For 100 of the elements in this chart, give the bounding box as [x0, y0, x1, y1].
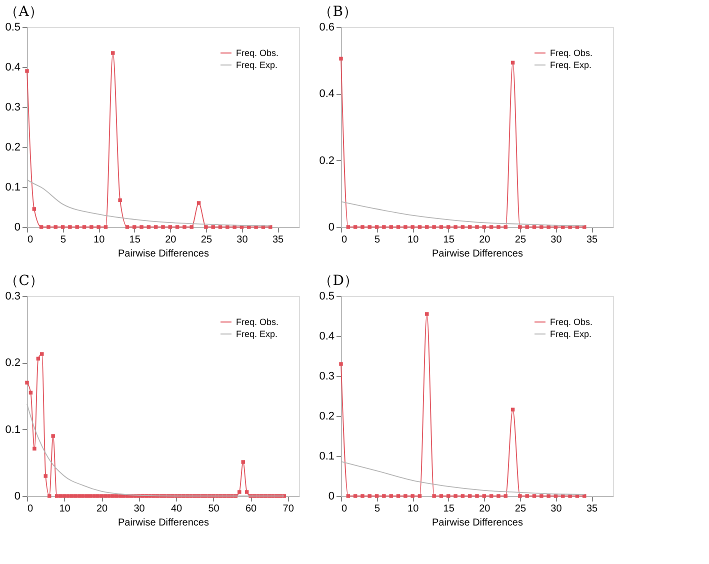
legend-label: Freq. Obs.	[550, 317, 593, 327]
y-tick-label: 0.6	[319, 22, 334, 34]
y-tick-label: 0.3	[319, 370, 334, 382]
point	[374, 225, 379, 229]
chart-title: （A）	[4, 4, 43, 20]
x-tick-label: 30	[236, 234, 248, 246]
point	[39, 225, 44, 229]
point	[425, 225, 429, 229]
point	[446, 225, 450, 229]
point	[161, 225, 165, 229]
x-tick-label: 40	[170, 504, 183, 514]
point	[368, 225, 372, 229]
point	[46, 225, 50, 229]
point	[104, 225, 108, 229]
point	[32, 207, 36, 211]
point	[482, 494, 486, 498]
point	[182, 225, 186, 229]
point	[140, 225, 144, 229]
point	[460, 494, 465, 498]
y-tick-label: 0.5	[319, 290, 334, 302]
point	[489, 494, 494, 498]
point	[439, 225, 444, 229]
point	[168, 225, 172, 229]
point	[75, 225, 79, 229]
point	[454, 225, 458, 229]
point	[175, 225, 180, 229]
x-tick-label: 10	[408, 234, 420, 246]
point	[125, 225, 130, 229]
point	[496, 494, 500, 498]
point	[482, 225, 486, 229]
point	[204, 225, 208, 229]
point	[82, 225, 86, 229]
y-tick-label: 0	[328, 490, 334, 502]
x-tick-label: 10	[59, 504, 71, 514]
point	[90, 225, 94, 229]
x-tick-label: 15	[129, 234, 141, 246]
point	[475, 494, 479, 498]
y-tick-label: 0.4	[5, 62, 20, 74]
point	[60, 225, 65, 229]
point	[68, 225, 72, 229]
legend-label: Freq. Exp.	[550, 329, 592, 339]
point	[218, 225, 222, 229]
y-tick-label: 0.3	[5, 290, 20, 302]
x-tick-label: 5	[60, 234, 67, 246]
point	[518, 225, 522, 229]
point	[353, 494, 358, 498]
point	[504, 494, 508, 498]
point	[368, 494, 372, 498]
point	[496, 225, 500, 229]
point	[404, 494, 408, 498]
point	[504, 225, 508, 229]
x-tick-label: 0	[342, 504, 348, 514]
point	[360, 494, 364, 498]
x-tick-label: 25	[514, 234, 526, 246]
point	[339, 56, 343, 61]
x-tick-label: 5	[374, 234, 381, 246]
legend-label: Freq. Obs.	[236, 317, 279, 327]
point	[418, 494, 422, 498]
point	[118, 198, 122, 202]
y-tick-label: 0.1	[5, 182, 20, 194]
point	[389, 225, 393, 229]
point	[146, 225, 151, 229]
point	[546, 494, 550, 498]
y-tick-label: 0.3	[5, 102, 20, 114]
point	[475, 225, 479, 229]
x-tick-label: 70	[282, 504, 294, 514]
legend-label: Freq. Obs.	[550, 48, 593, 58]
x-tick-label: 20	[479, 234, 491, 246]
point	[396, 494, 400, 498]
point	[432, 225, 436, 229]
y-tick-label: 0.2	[319, 154, 334, 167]
y-tick-label: 0.2	[5, 142, 20, 154]
x-axis-title: Pairwise Differences	[432, 518, 523, 528]
point	[346, 494, 350, 498]
y-tick-label: 0.5	[5, 22, 20, 34]
point	[532, 225, 536, 229]
x-tick-label: 10	[408, 504, 420, 514]
point	[382, 225, 386, 229]
legend-label: Freq. Exp.	[236, 329, 278, 339]
point	[525, 225, 529, 229]
x-tick-label: 10	[94, 234, 106, 246]
x-tick-label: 20	[96, 504, 108, 514]
x-tick-label: 30	[134, 504, 146, 514]
point	[339, 362, 343, 366]
point	[525, 494, 529, 498]
point	[382, 494, 386, 498]
point	[510, 408, 515, 412]
point	[454, 494, 458, 498]
point	[360, 225, 364, 229]
point	[418, 225, 422, 229]
y-tick-label: 0.1	[319, 450, 334, 462]
point	[111, 51, 115, 55]
point	[96, 225, 100, 229]
x-tick-label: 0	[28, 234, 34, 246]
point	[439, 494, 444, 498]
x-tick-label: 35	[586, 504, 598, 514]
x-tick-label: 50	[208, 504, 220, 514]
x-axis-title: Pairwise Differences	[118, 518, 209, 528]
point	[468, 494, 472, 498]
x-tick-label: 5	[374, 504, 381, 514]
